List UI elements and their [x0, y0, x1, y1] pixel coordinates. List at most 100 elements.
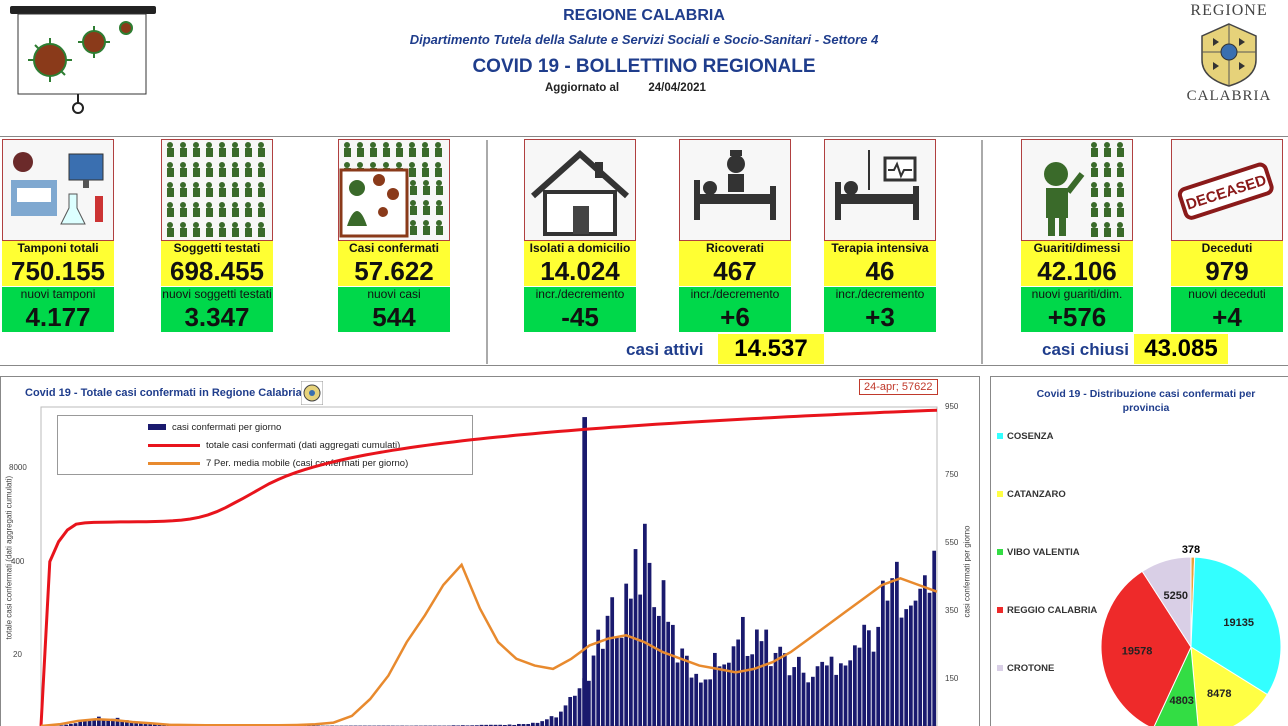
- regione-logo: REGIONE CALABRIA: [1176, 2, 1282, 116]
- coat-of-arms-icon: [1199, 22, 1259, 88]
- updated-date: 24/04/2021: [648, 82, 706, 94]
- daily-bar: [643, 524, 647, 726]
- kpi-sub-value: +3: [824, 302, 936, 332]
- daily-bar: [890, 578, 894, 726]
- daily-bar: [722, 664, 726, 726]
- pie-value-label: 4803: [1169, 695, 1193, 707]
- legend-item-moving-average: 7 Per. media mobile (casi confermati per…: [64, 458, 408, 469]
- daily-bar: [139, 723, 143, 726]
- province-chart-panel: Covid 19 - Distribuzione casi confermati…: [990, 376, 1288, 726]
- trend-annotation: 24-apr; 57622: [859, 379, 938, 395]
- daily-bar: [797, 657, 801, 726]
- kpi-sub-label: nuovi tamponi: [2, 287, 114, 302]
- daily-bar: [928, 593, 932, 726]
- kpi-label: Soggetti testati: [161, 241, 273, 256]
- bulletin-title: COVID 19 - BOLLETTINO REGIONALE: [0, 56, 1288, 78]
- kpi-sub-value: +4: [1171, 302, 1283, 332]
- active-cases-value: 14.537: [718, 334, 824, 364]
- daily-bar: [886, 601, 890, 726]
- left-axis-label: totale casi confermati (dati aggregati c…: [5, 500, 14, 640]
- daily-bar: [610, 597, 614, 726]
- daily-bar: [914, 601, 918, 726]
- daily-bar: [876, 627, 880, 726]
- daily-bar: [573, 696, 577, 726]
- moving-average-line: [41, 565, 937, 726]
- lab-icon: [3, 140, 113, 240]
- daily-bar: [853, 645, 857, 726]
- kpi-picture: [338, 139, 450, 241]
- daily-bar: [764, 630, 768, 726]
- panel-separator: [486, 140, 488, 364]
- daily-bar: [615, 637, 619, 726]
- daily-bar: [774, 653, 778, 726]
- daily-bar: [671, 625, 675, 726]
- daily-bar: [918, 589, 922, 726]
- kpi-sub-label: nuovi guariti/dim.: [1021, 287, 1133, 302]
- daily-bar: [88, 721, 92, 726]
- daily-bar: [727, 663, 731, 726]
- kpi-picture: [824, 139, 936, 241]
- daily-bar: [746, 656, 750, 726]
- left-tick: 20: [13, 650, 22, 659]
- kpi-label: Casi confermati: [338, 241, 450, 256]
- house-icon: [525, 140, 635, 240]
- kpi-label: Tamponi totali: [2, 241, 114, 256]
- kpi-value: 14.024: [524, 256, 636, 286]
- kpi-value: 42.106: [1021, 256, 1133, 286]
- daily-bar: [592, 656, 596, 726]
- daily-bar: [848, 660, 852, 726]
- left-tick: 400: [11, 557, 24, 566]
- right-tick: 550: [945, 538, 958, 547]
- right-tick: 350: [945, 606, 958, 615]
- kpi-sub-label: incr./decremento: [524, 287, 636, 302]
- daily-bar: [718, 666, 722, 726]
- daily-bar: [83, 720, 87, 726]
- daily-bar: [825, 665, 829, 726]
- kpi-value: 698.455: [161, 256, 273, 286]
- pie-value-label: 8478: [1207, 688, 1231, 700]
- daily-bar: [736, 640, 740, 726]
- daily-bar: [816, 666, 820, 726]
- pie-value-label: 19578: [1122, 646, 1153, 658]
- daily-bar: [862, 625, 866, 726]
- daily-bar: [564, 705, 568, 726]
- daily-bar: [624, 584, 628, 726]
- daily-bar: [904, 609, 908, 726]
- daily-bar: [685, 656, 689, 726]
- kpi-picture: DECEASED: [1171, 139, 1283, 241]
- daily-bar: [802, 673, 806, 726]
- daily-bar: [78, 721, 82, 726]
- recovered-icon: [1022, 140, 1132, 240]
- daily-bar: [559, 712, 563, 726]
- kpi-value: 46: [824, 256, 936, 286]
- kpi-value: 57.622: [338, 256, 450, 286]
- kpi-label: Guariti/dimessi: [1021, 241, 1133, 256]
- logo-top-text: REGIONE: [1176, 2, 1282, 20]
- daily-bar: [778, 647, 782, 726]
- kpi-sub-label: nuovi casi: [338, 287, 450, 302]
- kpi-sub-value: +6: [679, 302, 791, 332]
- kpi-picture: [1021, 139, 1133, 241]
- daily-bar: [540, 721, 544, 726]
- kpi-label: Isolati a domicilio: [524, 241, 636, 256]
- kpi-picture: [161, 139, 273, 241]
- virus-person-icon: [339, 140, 449, 240]
- right-tick: 150: [945, 674, 958, 683]
- active-cases-label: casi attivi: [626, 340, 704, 360]
- daily-bar: [144, 722, 148, 726]
- department-subtitle: Dipartimento Tutela della Salute e Servi…: [0, 32, 1288, 47]
- daily-bar: [750, 654, 754, 726]
- daily-bar: [130, 722, 134, 726]
- daily-bar: [909, 606, 913, 726]
- daily-bar: [932, 551, 936, 726]
- daily-bar: [881, 581, 885, 726]
- daily-bar: [652, 607, 656, 726]
- small-regione-emblem-icon: [301, 381, 323, 405]
- daily-bar: [587, 681, 591, 726]
- updated-row: Aggiornato al 24/04/2021: [545, 82, 706, 94]
- daily-bar: [629, 599, 633, 726]
- updated-label: Aggiornato al: [545, 82, 619, 94]
- daily-bar: [601, 649, 605, 726]
- kpi-picture: [2, 139, 114, 241]
- closed-cases-label: casi chiusi: [1042, 340, 1129, 360]
